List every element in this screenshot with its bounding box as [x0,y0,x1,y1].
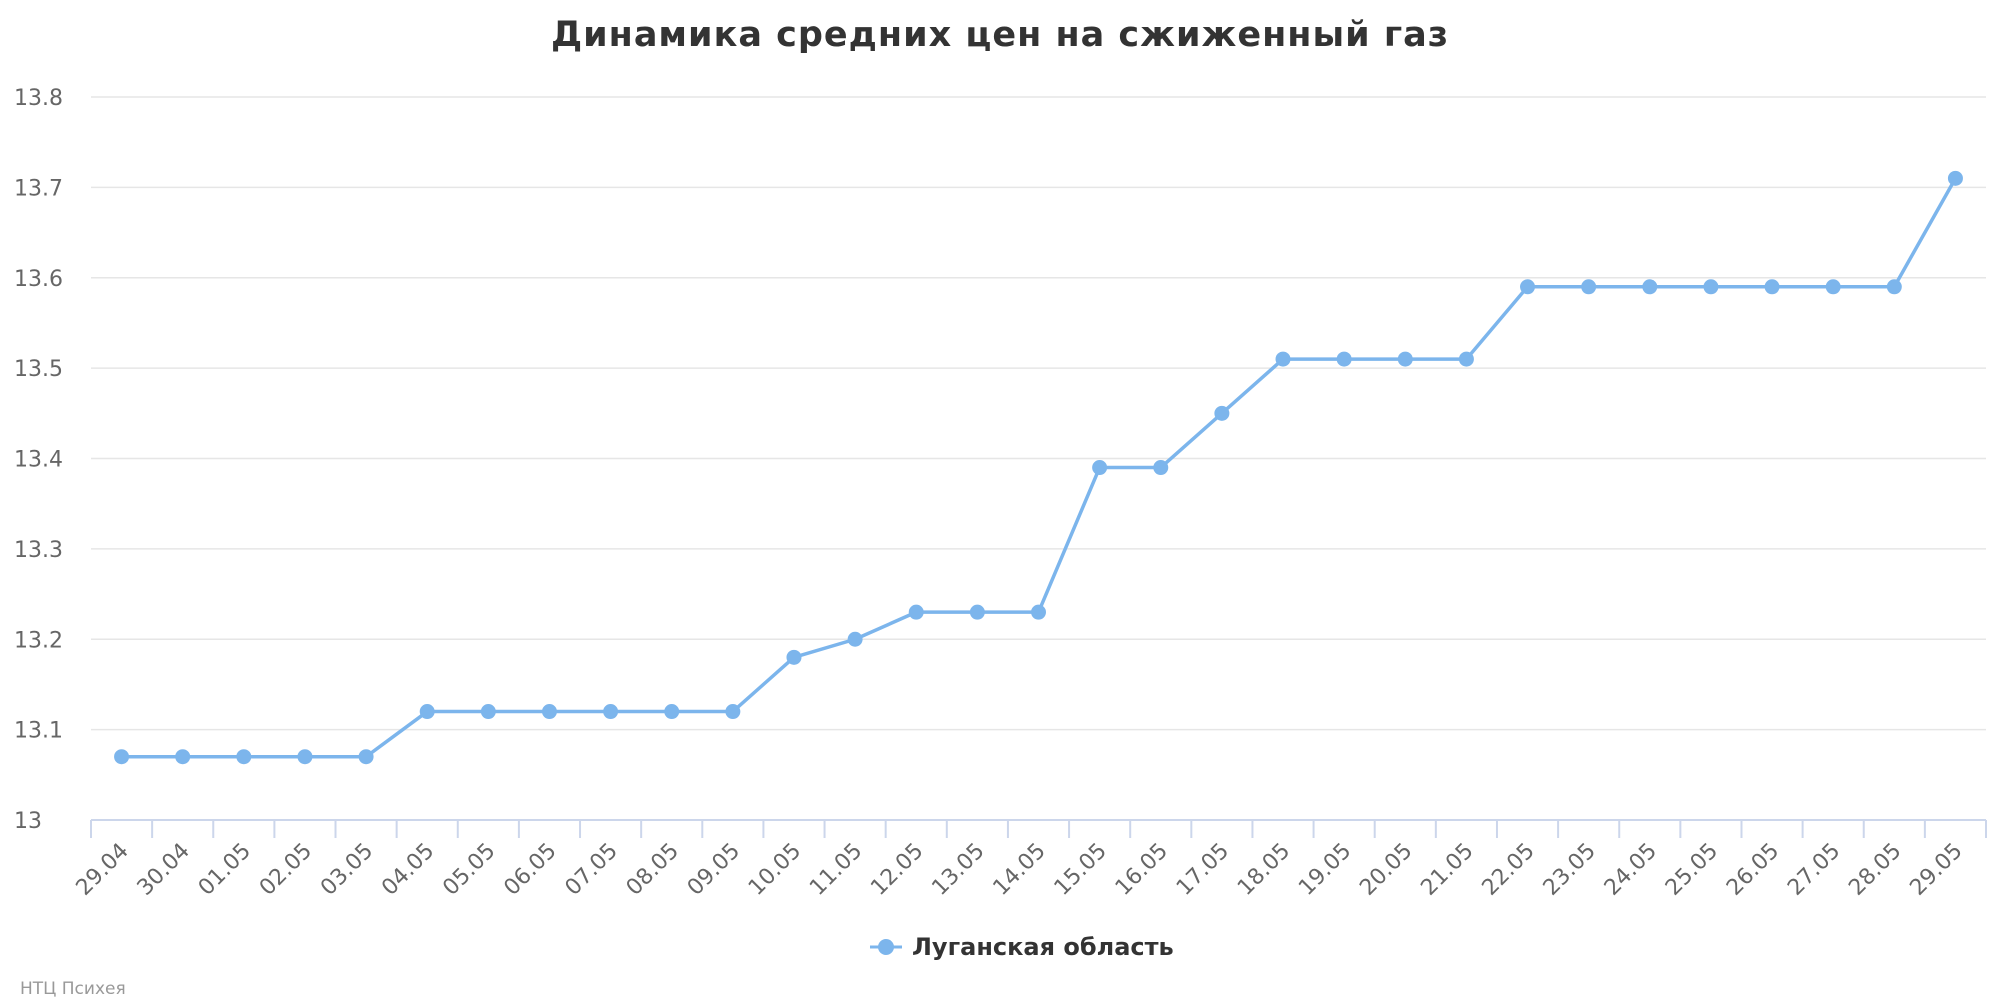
data-point[interactable] [236,749,252,765]
y-axis: 13 13.1 13.2 13.3 13.4 13.5 13.6 13.7 13.8 [14,86,63,834]
y-tick-label: 13.7 [14,176,63,201]
x-axis: 29.0430.0401.0502.0503.0504.0505.0506.05… [72,819,1987,901]
data-point[interactable] [908,604,924,620]
data-point[interactable] [1642,279,1658,295]
y-tick-label: 13.4 [14,448,63,473]
y-tick-label: 13.3 [14,538,63,563]
data-point[interactable] [175,749,191,765]
x-tick-label: 10.05 [744,839,806,901]
series-line [119,176,1958,759]
data-point[interactable] [1214,405,1230,421]
data-point[interactable] [541,704,557,720]
data-point[interactable] [1458,351,1474,367]
x-tick-label: 11.05 [805,839,867,901]
x-tick-label: 14.05 [989,839,1051,901]
x-tick-label: 02.05 [255,839,317,901]
data-point[interactable] [664,704,680,720]
data-point[interactable] [1031,604,1046,620]
x-tick-label: 29.04 [72,839,134,901]
data-point[interactable] [1947,170,1963,186]
x-tick-label: 01.05 [194,839,256,901]
x-tick-label: 22.05 [1478,839,1540,901]
data-point[interactable] [603,704,619,720]
y-tick-label: 13.2 [14,628,63,653]
data-point[interactable] [114,749,130,765]
x-tick-label: 27.05 [1783,839,1845,901]
x-tick-label: 16.05 [1111,839,1173,901]
x-tick-label: 19.05 [1294,839,1356,901]
data-point[interactable] [969,604,985,620]
x-tick-label: 08.05 [622,839,684,901]
y-tick-label: 13.6 [14,267,63,292]
y-tick-label: 13.1 [14,719,63,744]
x-tick-label: 17.05 [1172,839,1234,901]
data-point[interactable] [1397,351,1413,367]
x-tick-label: 25.05 [1661,839,1723,901]
data-point[interactable] [1581,279,1597,295]
x-tick-label: 15.05 [1050,839,1112,901]
legend[interactable]: Луганская область [870,933,1174,961]
x-tick-label: 24.05 [1600,839,1662,901]
x-tick-label: 21.05 [1416,839,1478,901]
credit-label[interactable]: НТЦ Психея [20,979,126,999]
series-luganskaya[interactable] [114,170,1963,765]
x-tick-label: 06.05 [499,839,561,901]
x-tick-label: 18.05 [1233,839,1295,901]
y-tick-label: 13.5 [14,357,63,382]
x-tick-label: 05.05 [438,839,500,901]
gridlines [91,96,1986,731]
x-tick-label: 29.05 [1905,839,1967,901]
x-tick-label: 12.05 [866,839,928,901]
data-point[interactable] [1703,279,1719,295]
data-point[interactable] [480,704,496,720]
data-point[interactable] [1764,279,1780,295]
data-point[interactable] [725,704,741,720]
legend-marker [878,939,894,955]
data-point[interactable] [1336,351,1352,367]
x-tick-label: 20.05 [1355,839,1417,901]
x-tick-label: 03.05 [316,839,378,901]
x-tick-label: 07.05 [561,839,623,901]
x-tick-label: 28.05 [1844,839,1906,901]
data-point[interactable] [1275,351,1291,367]
x-tick-label: 04.05 [377,839,439,901]
data-point[interactable] [1092,460,1108,476]
chart-title: Динамика средних цен на сжиженный газ [551,15,1449,55]
data-point[interactable] [1520,279,1536,295]
data-point[interactable] [1886,279,1902,295]
data-point[interactable] [419,704,435,720]
x-tick-label: 26.05 [1722,839,1784,901]
data-point[interactable] [1825,279,1841,295]
data-point[interactable] [847,631,863,647]
legend-item-label[interactable]: Луганская область [912,933,1174,961]
x-tick-label: 13.05 [927,839,989,901]
x-tick-label: 30.04 [133,839,195,901]
x-tick-label: 09.05 [683,839,745,901]
data-point[interactable] [358,749,374,765]
data-point[interactable] [786,649,802,665]
y-tick-label: 13.8 [14,86,63,111]
data-point[interactable] [297,749,313,765]
data-point[interactable] [1153,460,1169,476]
y-tick-label: 13 [14,809,42,834]
x-tick-label: 23.05 [1539,839,1601,901]
